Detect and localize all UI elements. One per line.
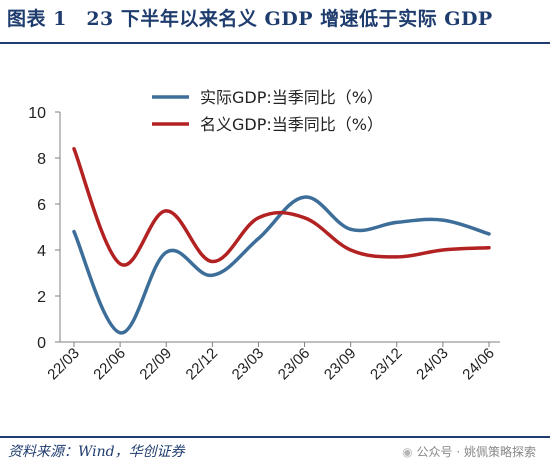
y-tick-label: 6 (37, 197, 46, 214)
watermark: ◉ 公众号 · 姚佩策略探索 (402, 443, 536, 460)
x-tick-label: 23/06 (275, 345, 314, 384)
x-tick-label: 24/03 (413, 345, 452, 384)
x-tick-label: 23/12 (367, 345, 406, 384)
x-tick-label: 22/12 (183, 345, 222, 384)
chart-legend: 实际GDP:当季同比（%） 名义GDP:当季同比（%） (152, 88, 383, 134)
y-tick-label: 10 (28, 105, 46, 122)
y-tick-label: 4 (37, 243, 46, 260)
footer-divider (0, 436, 550, 438)
source-note: 资料来源：Wind，华创证券 (8, 444, 185, 460)
x-tick-label: 22/03 (44, 345, 83, 384)
legend-label-1: 实际GDP:当季同比（%） (200, 88, 383, 107)
x-tick-label: 23/03 (229, 345, 268, 384)
series-line-2 (72, 147, 491, 267)
series-line-1 (72, 195, 491, 335)
wechat-icon: ◉ (402, 445, 413, 459)
x-tick-label: 22/06 (90, 345, 129, 384)
x-tick-label: 22/09 (136, 345, 175, 384)
y-tick-label: 2 (37, 289, 46, 306)
x-tick-label: 23/09 (321, 345, 360, 384)
title-divider (0, 42, 550, 44)
legend-label-2: 名义GDP:当季同比（%） (200, 115, 383, 134)
watermark-text: 公众号 · 姚佩策略探索 (416, 445, 536, 459)
chart-title: 图表 1 23 下半年以来名义 GDP 增速低于实际 GDP (7, 8, 493, 30)
x-tick-label: 24/06 (459, 345, 498, 384)
y-tick-label: 8 (37, 151, 46, 168)
y-tick-label: 0 (37, 335, 46, 352)
chart-series (72, 147, 491, 335)
